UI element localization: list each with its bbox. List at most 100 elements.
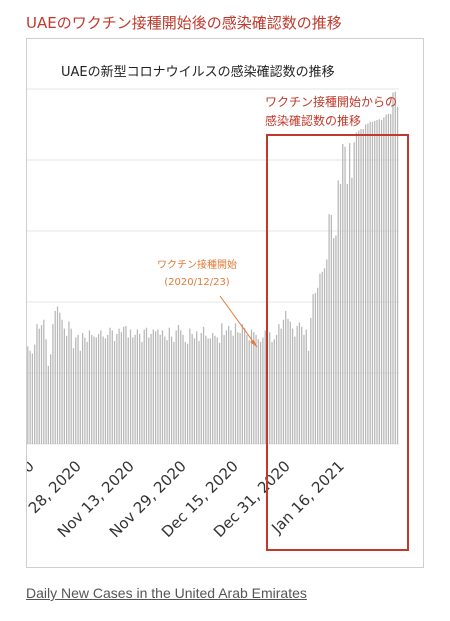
bar bbox=[278, 324, 280, 444]
bar bbox=[223, 334, 225, 444]
bar bbox=[335, 235, 337, 444]
bar bbox=[344, 146, 346, 444]
bar bbox=[385, 114, 387, 445]
bar bbox=[196, 331, 198, 444]
bar bbox=[111, 330, 113, 444]
bar bbox=[186, 343, 189, 444]
bar bbox=[170, 336, 173, 444]
bar bbox=[296, 325, 298, 444]
vaccine-start-arrow-line bbox=[219, 295, 258, 348]
bar bbox=[287, 318, 289, 444]
bar bbox=[392, 92, 394, 445]
bar bbox=[56, 306, 59, 444]
bar bbox=[107, 334, 109, 444]
bar bbox=[129, 329, 132, 444]
bar bbox=[52, 324, 54, 444]
bar bbox=[237, 332, 239, 444]
bar bbox=[280, 328, 282, 445]
bar bbox=[59, 312, 61, 444]
bar bbox=[360, 128, 362, 444]
bar bbox=[307, 350, 310, 444]
bar bbox=[257, 339, 259, 444]
bar bbox=[367, 123, 369, 445]
bar bbox=[184, 341, 186, 444]
source-link[interactable]: Daily New Cases in the United Arab Emira… bbox=[26, 585, 307, 601]
bar bbox=[109, 327, 111, 444]
bar bbox=[230, 330, 232, 444]
bar bbox=[205, 335, 207, 444]
bar bbox=[289, 321, 291, 444]
bar bbox=[113, 341, 116, 444]
bar bbox=[369, 121, 371, 444]
bar bbox=[305, 329, 307, 444]
bar bbox=[214, 335, 216, 444]
chart-title: UAEの新型コロナウイルスの感染確認数の推移 bbox=[61, 65, 335, 80]
bar bbox=[310, 317, 312, 444]
bar bbox=[301, 326, 303, 444]
bar bbox=[275, 334, 278, 444]
bar bbox=[328, 214, 330, 444]
bar bbox=[358, 130, 360, 444]
bar bbox=[86, 341, 88, 444]
bar bbox=[157, 329, 159, 444]
bar bbox=[50, 354, 52, 444]
bar bbox=[61, 319, 63, 444]
bar bbox=[371, 121, 374, 444]
bar bbox=[43, 319, 45, 444]
bar bbox=[319, 273, 321, 444]
bar bbox=[294, 336, 296, 444]
bar bbox=[91, 334, 93, 444]
post-vaccine-label-line2: 感染確認数の推移 bbox=[265, 113, 361, 128]
bar bbox=[387, 113, 390, 444]
bar bbox=[390, 113, 392, 444]
bar bbox=[88, 330, 91, 444]
bar bbox=[159, 334, 161, 444]
bar bbox=[177, 325, 180, 444]
bar bbox=[104, 338, 107, 444]
bar bbox=[72, 348, 75, 444]
bar bbox=[97, 333, 100, 444]
bar bbox=[255, 334, 257, 444]
post-vaccine-highlight-box bbox=[266, 134, 409, 551]
bar bbox=[244, 327, 246, 444]
bar bbox=[291, 328, 294, 445]
bar bbox=[202, 326, 205, 444]
vaccine-start-arrow-head bbox=[250, 340, 257, 347]
bar bbox=[180, 330, 182, 444]
bar bbox=[364, 124, 367, 444]
bar bbox=[351, 177, 353, 444]
bar bbox=[66, 335, 68, 444]
bar bbox=[298, 322, 301, 444]
bar bbox=[152, 329, 154, 444]
vaccine-start-label: ワクチン接種開始 bbox=[157, 258, 237, 271]
bar bbox=[161, 330, 164, 444]
bar bbox=[218, 342, 221, 444]
bar bbox=[134, 334, 136, 444]
bar bbox=[380, 120, 383, 444]
bar bbox=[148, 337, 150, 444]
bar bbox=[155, 331, 157, 444]
bar bbox=[269, 332, 271, 444]
bar bbox=[31, 353, 34, 444]
bar bbox=[234, 323, 237, 444]
bar bbox=[164, 336, 166, 444]
bar bbox=[81, 333, 84, 444]
bar bbox=[40, 325, 43, 444]
bar bbox=[262, 337, 264, 444]
bar bbox=[282, 319, 285, 444]
bar bbox=[100, 330, 102, 444]
bar bbox=[321, 271, 323, 444]
bar bbox=[132, 337, 134, 444]
bar bbox=[241, 324, 243, 444]
bar bbox=[362, 128, 364, 444]
bar bbox=[145, 327, 148, 444]
bar bbox=[175, 330, 177, 444]
bar bbox=[93, 336, 95, 444]
bar bbox=[207, 338, 209, 444]
bar bbox=[264, 330, 266, 444]
vaccine-start-date-label: (2020/12/23) bbox=[164, 277, 230, 288]
bar bbox=[221, 323, 223, 444]
bar bbox=[182, 334, 184, 444]
bar bbox=[45, 339, 47, 444]
bar bbox=[191, 333, 193, 444]
